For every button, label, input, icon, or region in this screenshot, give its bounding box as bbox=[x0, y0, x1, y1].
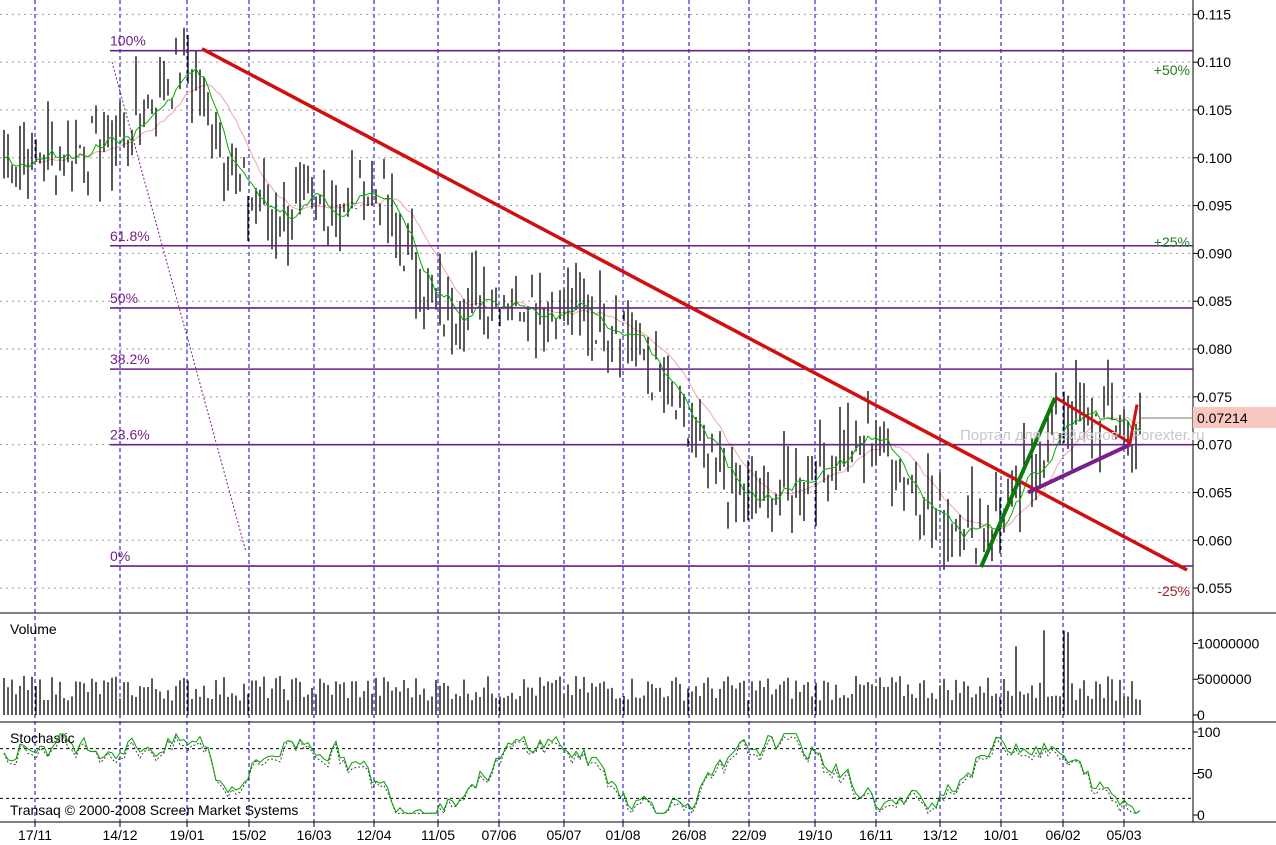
volume-title: Volume bbox=[10, 621, 57, 637]
date-tick-label: 01/08 bbox=[605, 827, 640, 843]
last-price-marker: 0.07214 bbox=[1140, 407, 1276, 428]
price-tick-label: 0.090 bbox=[1197, 245, 1232, 261]
volume-tick-label: 10000000 bbox=[1197, 635, 1260, 651]
fib-level-label: 50% bbox=[110, 290, 138, 306]
copyright-text: Transaq © 2000-2008 Screen Market System… bbox=[10, 802, 298, 818]
price-tick-label: 0.100 bbox=[1197, 150, 1232, 166]
date-tick-label: 26/08 bbox=[671, 827, 706, 843]
ma-fast-line bbox=[3, 67, 1141, 539]
stochastic-axis: 100 50 0 bbox=[1193, 724, 1221, 823]
date-tick-label: 12/04 bbox=[356, 827, 391, 843]
price-tick-label: 0.070 bbox=[1197, 437, 1232, 453]
fibonacci-diagonal bbox=[111, 61, 247, 553]
trend-line bbox=[1027, 442, 1131, 495]
date-tick-label: 16/11 bbox=[859, 827, 893, 843]
date-tick-label: 19/10 bbox=[797, 827, 832, 843]
percent-label: -25% bbox=[1157, 583, 1190, 599]
stochastic-d-line bbox=[3, 736, 1141, 815]
price-tick-label: 0.060 bbox=[1197, 532, 1232, 548]
price-tick-label: 0.055 bbox=[1197, 580, 1232, 596]
trend-line bbox=[979, 396, 1057, 568]
stochastic-title: Stochastic bbox=[10, 730, 75, 746]
date-tick-label: 07/06 bbox=[481, 827, 516, 843]
percent-labels: +50% +25% -25% bbox=[1154, 62, 1190, 599]
date-tick-label: 22/09 bbox=[731, 827, 766, 843]
fib-level-label: 38.2% bbox=[110, 351, 150, 367]
stochastic-tick-label: 50 bbox=[1197, 766, 1213, 782]
percent-label: +50% bbox=[1154, 62, 1190, 78]
date-tick-label: 14/12 bbox=[102, 827, 137, 843]
date-tick-label: 13/12 bbox=[922, 827, 957, 843]
date-tick-label: 16/03 bbox=[296, 827, 331, 843]
fib-level-label: 0% bbox=[110, 548, 130, 564]
trend-wedge bbox=[1055, 396, 1139, 446]
price-tick-label: 0.115 bbox=[1197, 6, 1231, 22]
date-tick-label: 19/01 bbox=[169, 827, 204, 843]
volume-axis: 10000000 5000000 0 bbox=[1193, 635, 1260, 723]
date-tick-label: 17/11 bbox=[18, 827, 52, 843]
date-tick-label: 15/02 bbox=[231, 827, 266, 843]
grid bbox=[0, 0, 1193, 822]
date-tick-label: 10/01 bbox=[983, 827, 1018, 843]
price-tick-label: 0.085 bbox=[1197, 293, 1232, 309]
trend-lines bbox=[201, 47, 1188, 572]
percent-label: +25% bbox=[1154, 234, 1190, 250]
stochastic-k-line bbox=[3, 732, 1141, 815]
volume-tick-label: 5000000 bbox=[1197, 671, 1252, 687]
price-tick-label: 0.075 bbox=[1197, 389, 1232, 405]
date-tick-label: 06/02 bbox=[1045, 827, 1080, 843]
stochastic-tick-label: 100 bbox=[1197, 724, 1221, 740]
price-tick-label: 0.110 bbox=[1197, 54, 1231, 70]
price-tick-label: 0.095 bbox=[1197, 198, 1232, 214]
date-tick-label: 11/05 bbox=[421, 827, 455, 843]
fib-level-label: 100% bbox=[110, 33, 146, 49]
last-price-label: 0.07214 bbox=[1197, 410, 1248, 426]
date-axis: 17/11 14/12 19/01 15/02 16/03 12/04 11/05 07/06… bbox=[18, 822, 1142, 843]
volume-bars bbox=[3, 630, 1141, 715]
price-axis: 0.115 0.110 0.105 0.100 0.095 0.090 0.085 0.080… bbox=[1193, 6, 1232, 596]
fib-level-label: 23.6% bbox=[110, 427, 150, 443]
stochastic-tick-label: 0 bbox=[1197, 807, 1205, 823]
fibonacci-levels: 100% 61.8% 50% 38.2% 23.6% 0% bbox=[110, 33, 1193, 567]
moving-average-fast bbox=[3, 67, 1141, 539]
date-tick-label: 05/07 bbox=[546, 827, 581, 843]
price-tick-label: 0.105 bbox=[1197, 102, 1232, 118]
volume-tick-label: 0 bbox=[1197, 707, 1205, 723]
fib-level-label: 61.8% bbox=[110, 228, 150, 244]
price-tick-label: 0.065 bbox=[1197, 484, 1232, 500]
date-tick-label: 05/03 bbox=[1106, 827, 1141, 843]
stochastic-lines bbox=[0, 732, 1193, 815]
price-tick-label: 0.080 bbox=[1197, 341, 1232, 357]
trend-line bbox=[201, 47, 1188, 572]
watermark-text: Портал для трейдеров - Forexter.ru bbox=[960, 427, 1204, 444]
